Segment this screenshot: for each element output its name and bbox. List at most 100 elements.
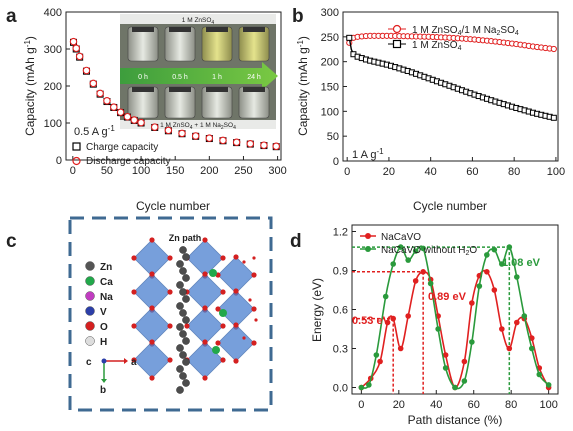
axis-a-arrowhead	[124, 358, 128, 364]
panel-d-ytick-label: 0.9	[333, 266, 348, 278]
panel-d-label: d	[290, 231, 302, 252]
nacavo-point	[377, 358, 383, 365]
zn-path-atom	[176, 323, 184, 331]
panel-a-legend: Charge capacity Discharge capacity	[72, 142, 170, 167]
discharge-point	[178, 129, 186, 138]
nacavo-noh2o-point	[390, 261, 397, 267]
discharge-point	[116, 108, 125, 117]
discharge-point	[103, 97, 111, 105]
zn-path-atom	[179, 309, 187, 317]
h2o-oxygen	[242, 336, 246, 340]
legend-atom-zn	[85, 261, 95, 271]
nacavo-noh2o-point	[435, 326, 441, 332]
discharge-point	[219, 136, 227, 145]
oxygen-atom	[202, 305, 208, 311]
legend-marker-charge	[72, 142, 81, 151]
nacavo-noh2o-point	[499, 261, 505, 267]
oxygen-atom	[220, 289, 226, 295]
panel-d-legend: NaCaVO NaCaVO without H2O	[360, 232, 477, 257]
vo6-octahedron	[133, 273, 171, 311]
nacavo-noh2o-point	[452, 384, 458, 391]
legend-atom-label: Zn	[100, 262, 112, 273]
panel-a-ticks: 0 50 100 150 200 250 300 0 100 200 300 400	[44, 7, 287, 177]
zn-path-atom	[182, 274, 190, 282]
legend-atom-label: O	[100, 322, 108, 333]
vial-photo-inset: 1 M ZnSO4 0 h 0.5 h 1 h 24 h 1 M ZnSO4 + 1 …	[120, 14, 278, 131]
nacavo-noh2o-point	[484, 252, 490, 258]
discharge-point	[110, 103, 118, 111]
zn-path-atom	[176, 344, 184, 352]
legend-atom-h	[85, 336, 95, 346]
panel-a: a 0 50 100 150 200 250 300 0 100 200 300 400 Capaci…	[6, 6, 287, 213]
legend-marker-nacavo	[365, 233, 371, 239]
h2o-oxygen	[242, 260, 246, 264]
nacavo-point	[499, 326, 505, 332]
panel-b-xtick-label: 0	[344, 166, 350, 178]
legend-atom-o	[85, 321, 95, 331]
panel-a-ytick-label: 200	[44, 81, 62, 93]
axis-b-arrowhead	[101, 379, 107, 383]
axis-c-label: c	[86, 357, 92, 368]
series-line-nacavo	[360, 269, 550, 389]
oxygen-atom	[233, 254, 239, 260]
discharge-point	[123, 112, 132, 121]
discharge-point	[246, 139, 255, 148]
nacavo-noh2o-point	[373, 352, 380, 358]
nacavo-noh2o-point	[491, 246, 498, 253]
legend-marker-mixed	[392, 24, 402, 34]
discharge-point	[89, 79, 98, 88]
nacavo-noh2o-point	[427, 280, 434, 287]
legend-label-discharge: Discharge capacity	[86, 156, 170, 167]
oxygen-atom	[167, 323, 173, 329]
panel-c: c Zn path Zn Ca Na VOH c a b	[6, 216, 273, 412]
vo6-octahedron	[217, 256, 255, 294]
discharge-point	[137, 118, 145, 127]
panel-a-series	[69, 37, 280, 151]
panel-b-ticks: 0 20 40 60 80 100 0 50 100 150 200 250 300	[321, 7, 565, 178]
legend-label-mixed: 1 M ZnSO4/1 M Na2SO4	[412, 25, 519, 37]
panel-b-ytick-label: 150	[321, 82, 339, 94]
vial-bottom-cap	[132, 87, 154, 92]
panel-d-ytick-label: 1.2	[333, 227, 348, 239]
panel-b-rate: 1 A g-1	[352, 147, 384, 161]
discharge-point	[96, 89, 104, 98]
nacavo-noh2o-point	[397, 244, 404, 250]
nacavo-noh2o-point	[521, 313, 528, 319]
panel-a-xtick-label: 200	[200, 165, 218, 177]
axis-triad: c a b	[86, 357, 137, 396]
nacavo-point	[461, 358, 468, 365]
oxygen-atom	[149, 237, 155, 243]
time-arrow	[120, 62, 278, 90]
oxygen-atom	[131, 323, 137, 329]
vo6-octahedron	[186, 239, 224, 277]
discharge-point	[130, 116, 139, 124]
panel-a-xtick-label: 50	[101, 165, 113, 177]
vial-top-cap	[169, 27, 191, 32]
ca-atom	[209, 269, 217, 277]
vial-top	[164, 26, 196, 62]
oxygen-atom	[215, 306, 221, 312]
oxygen-atom	[202, 237, 208, 243]
zn-path-label: Zn path	[169, 233, 202, 243]
panel-b-ylabel: Capacity (mAh g-1)	[296, 36, 310, 136]
zn-path-atom	[179, 351, 187, 359]
zn-path-atom	[182, 379, 190, 387]
oxygen-atom	[131, 255, 137, 261]
panel-c-label: c	[6, 231, 17, 252]
panel-a-xlabel: Cycle number	[136, 199, 210, 213]
zn-path-atom	[182, 358, 190, 366]
oxygen-atom	[202, 339, 208, 345]
legend-atom-label: H	[100, 337, 107, 348]
discharge-point	[82, 66, 91, 75]
panel-b-series	[346, 32, 557, 121]
oxygen-atom	[251, 306, 257, 312]
nacavo-noh2o-point	[469, 339, 475, 345]
panel-d-ytick-label: 0.0	[333, 383, 348, 395]
nacavo-noh2o-point	[461, 378, 468, 384]
panel-d: d 0 20 40 60 80 100 0.0 0.3 0.6 0.9 1.2 Energy (eV…	[290, 224, 559, 427]
nacavo-noh2o-point	[476, 283, 483, 289]
panel-a-xtick-label: 0	[70, 165, 76, 177]
oxygen-atom	[184, 323, 190, 329]
nacavo-point	[442, 352, 449, 358]
